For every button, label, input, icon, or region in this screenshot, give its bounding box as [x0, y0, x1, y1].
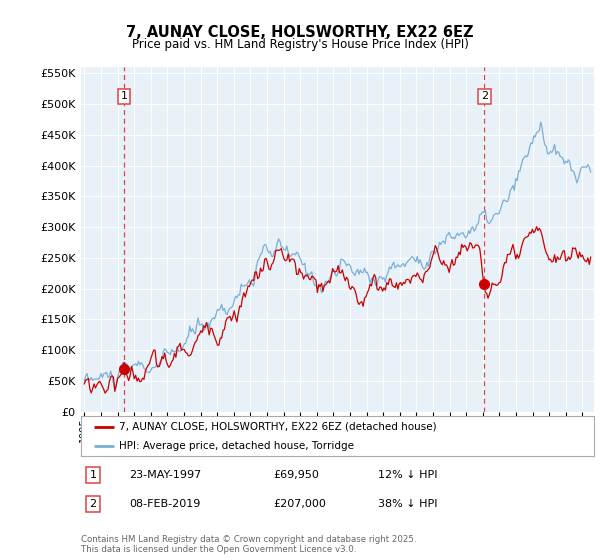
- Text: 23-MAY-1997: 23-MAY-1997: [129, 470, 201, 480]
- Text: 38% ↓ HPI: 38% ↓ HPI: [378, 499, 437, 509]
- Text: 12% ↓ HPI: 12% ↓ HPI: [378, 470, 437, 480]
- Text: 7, AUNAY CLOSE, HOLSWORTHY, EX22 6EZ: 7, AUNAY CLOSE, HOLSWORTHY, EX22 6EZ: [126, 25, 474, 40]
- Text: £69,950: £69,950: [273, 470, 319, 480]
- Text: 7, AUNAY CLOSE, HOLSWORTHY, EX22 6EZ (detached house): 7, AUNAY CLOSE, HOLSWORTHY, EX22 6EZ (de…: [119, 422, 437, 432]
- Text: 2: 2: [481, 91, 488, 101]
- Text: 2: 2: [89, 499, 97, 509]
- Text: HPI: Average price, detached house, Torridge: HPI: Average price, detached house, Torr…: [119, 441, 355, 450]
- Text: 08-FEB-2019: 08-FEB-2019: [129, 499, 200, 509]
- Text: Price paid vs. HM Land Registry's House Price Index (HPI): Price paid vs. HM Land Registry's House …: [131, 38, 469, 51]
- Text: £207,000: £207,000: [273, 499, 326, 509]
- Text: 1: 1: [89, 470, 97, 480]
- Text: Contains HM Land Registry data © Crown copyright and database right 2025.
This d: Contains HM Land Registry data © Crown c…: [81, 535, 416, 554]
- Text: 1: 1: [121, 91, 127, 101]
